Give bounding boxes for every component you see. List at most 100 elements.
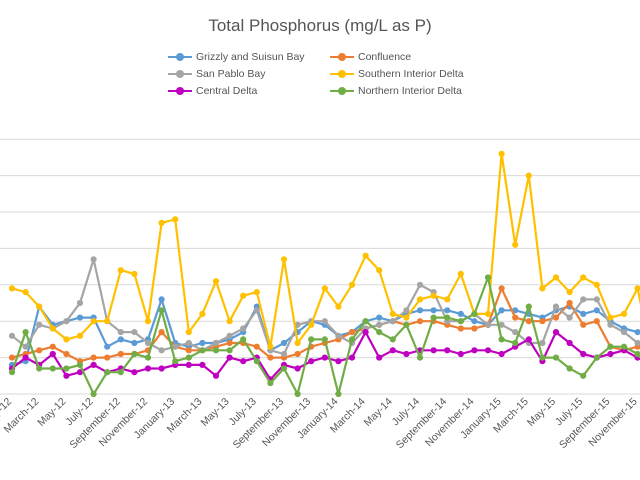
data-point (457, 318, 464, 325)
data-point (90, 318, 97, 325)
data-point (335, 390, 342, 398)
data-point (117, 267, 124, 274)
data-point (552, 314, 560, 321)
data-point (457, 270, 464, 277)
data-point (76, 299, 84, 307)
data-point (634, 339, 640, 347)
data-point (294, 365, 301, 372)
data-point (321, 285, 328, 292)
data-point (430, 347, 437, 354)
data-point (403, 307, 410, 314)
data-point (131, 350, 138, 358)
x-tick-label: May-12 (35, 396, 68, 429)
data-point (36, 365, 43, 372)
data-point (158, 307, 165, 314)
data-point (512, 314, 519, 321)
legend-label: Confluence (358, 51, 412, 63)
data-point (49, 343, 56, 350)
data-point (484, 274, 492, 281)
legend-label: Grizzly and Suisun Bay (196, 51, 305, 63)
data-point (457, 350, 464, 358)
data-point (172, 358, 179, 365)
data-point (566, 365, 573, 372)
data-point (580, 310, 587, 317)
data-point (552, 274, 560, 281)
data-point (457, 310, 464, 317)
data-point (76, 314, 84, 321)
x-tick-label: May-13 (198, 396, 231, 429)
data-point (321, 336, 328, 343)
x-tick-label: May-14 (362, 396, 395, 429)
data-point (525, 172, 532, 179)
data-point (607, 321, 614, 328)
data-point (498, 336, 505, 343)
data-point (593, 281, 600, 288)
data-point (484, 347, 492, 354)
data-point (498, 350, 505, 358)
data-point (226, 347, 233, 354)
data-point (416, 318, 424, 325)
legend-item: San Pablo Bay (168, 67, 265, 81)
data-point (185, 354, 192, 361)
data-point (620, 310, 628, 317)
data-point (294, 321, 301, 328)
data-point (76, 332, 84, 339)
data-point (212, 278, 220, 285)
legend-swatch (330, 67, 354, 81)
data-point (199, 310, 206, 317)
data-point (63, 372, 70, 379)
data-point (525, 303, 532, 310)
data-point (607, 343, 614, 350)
data-point (376, 354, 383, 361)
data-point (212, 339, 220, 347)
data-point (267, 380, 274, 387)
data-point (593, 307, 600, 314)
data-point (185, 361, 192, 368)
data-point (484, 310, 492, 317)
chart-title: Total Phosphorus (mg/L as P) (208, 16, 432, 35)
data-point (63, 365, 70, 372)
data-point (525, 318, 532, 325)
x-tick-label: May-15 (525, 396, 558, 429)
data-point (552, 354, 560, 361)
data-point (566, 299, 573, 307)
data-point (212, 372, 220, 379)
data-point (607, 314, 614, 321)
data-point (362, 329, 369, 336)
data-point (348, 336, 356, 343)
data-point (552, 303, 560, 310)
legend-item: Southern Interior Delta (330, 67, 464, 81)
data-point (566, 314, 573, 321)
data-point (294, 350, 301, 358)
data-point (226, 339, 233, 347)
data-point (308, 336, 315, 343)
data-point (22, 289, 29, 296)
data-point (335, 332, 342, 339)
data-point (144, 339, 152, 347)
legend-swatch (330, 50, 354, 64)
data-point (240, 358, 247, 365)
data-point (158, 296, 165, 303)
data-point (593, 354, 600, 361)
data-point (267, 354, 274, 361)
data-point (376, 267, 383, 274)
data-point (158, 329, 165, 336)
data-point (376, 314, 383, 321)
legend-item: Central Delta (168, 84, 257, 98)
data-point (471, 318, 478, 325)
data-point (607, 350, 614, 358)
data-point (8, 354, 16, 361)
data-point (240, 336, 247, 343)
data-point (185, 347, 192, 354)
data-point (471, 310, 478, 317)
data-point (498, 285, 505, 292)
data-point (240, 292, 247, 299)
data-point (471, 347, 478, 354)
data-point (172, 216, 179, 223)
legend-label: Central Delta (196, 85, 258, 97)
data-point (294, 339, 301, 347)
data-point (389, 347, 396, 354)
data-point (36, 321, 43, 328)
data-point (131, 369, 138, 376)
data-point (280, 339, 288, 347)
